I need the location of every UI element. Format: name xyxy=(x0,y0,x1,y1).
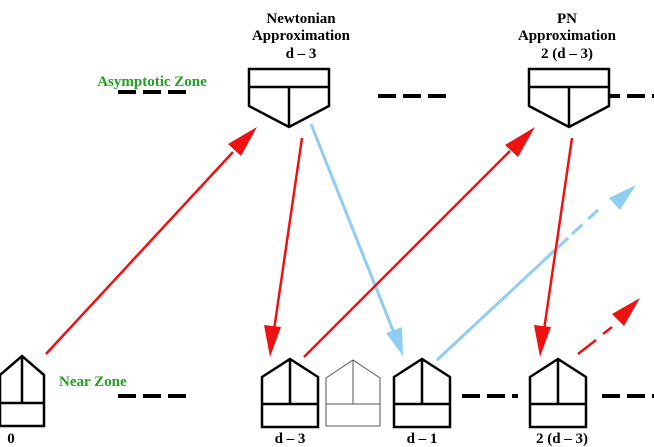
pn-subtitle: Approximation xyxy=(518,28,617,44)
newtonian-order: d – 3 xyxy=(286,46,317,62)
label-0: 0 xyxy=(7,431,15,447)
house-0 xyxy=(0,354,46,428)
pn-header: PN Approximation 2 (d – 3) xyxy=(518,11,617,62)
red-arrow-2-d-3-to-next xyxy=(577,298,640,355)
pn-order: 2 (d – 3) xyxy=(541,46,593,62)
shield-pn xyxy=(527,67,611,129)
red-arrow-pn-to-2-d-3 xyxy=(534,137,574,357)
house-intermediate xyxy=(325,359,381,427)
label-2-d-3: 2 (d – 3) xyxy=(536,431,588,447)
blue-arrow-newtonian-to-d-1 xyxy=(309,123,403,356)
red-arrow-d-3-to-pn xyxy=(303,127,535,358)
shield-newtonian xyxy=(247,67,331,129)
newtonian-header: Newtonian Approximation d – 3 xyxy=(252,11,351,62)
red-arrow-0-to-newtonian xyxy=(45,127,257,355)
label-d-3: d – 3 xyxy=(275,431,306,447)
house-2-d-3 xyxy=(528,357,588,429)
newtonian-title: Newtonian xyxy=(266,11,336,27)
ellipsis-dashes xyxy=(118,90,654,398)
pn-title: PN xyxy=(557,11,577,27)
house-d-1 xyxy=(392,357,452,429)
asymptotic-zone-label: Asymptotic Zone xyxy=(97,74,207,90)
near-zone-label: Near Zone xyxy=(59,374,127,390)
label-d-1: d – 1 xyxy=(407,431,438,447)
red-arrow-newtonian-to-d-3 xyxy=(264,137,304,357)
blue-arrow-d-1-to-next xyxy=(435,185,636,362)
house-d-3 xyxy=(260,357,320,429)
newtonian-subtitle: Approximation xyxy=(252,28,351,44)
